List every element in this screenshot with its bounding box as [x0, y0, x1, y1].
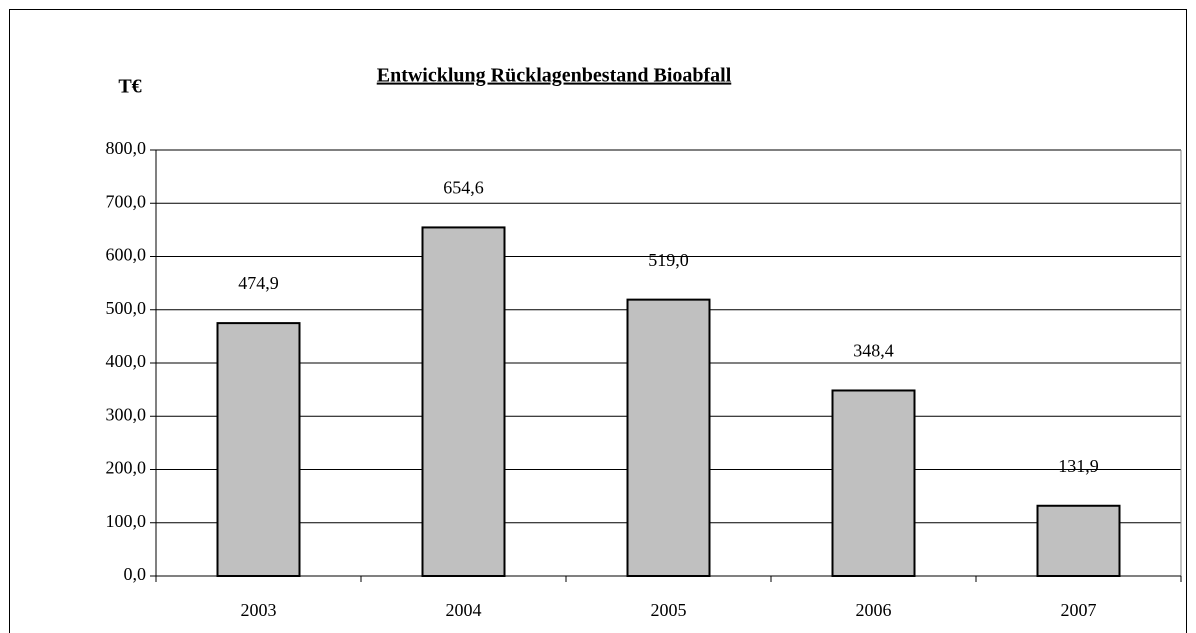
x-tick-label: 2005	[651, 600, 687, 620]
y-tick-label: 700,0	[106, 191, 147, 211]
y-tick-label: 300,0	[106, 404, 147, 424]
y-tick-label: 400,0	[106, 351, 147, 371]
x-tick-label: 2003	[241, 600, 277, 620]
y-tick-label: 200,0	[106, 458, 147, 478]
bar	[1036, 504, 1121, 577]
y-tick-label: 100,0	[106, 511, 147, 531]
data-label: 474,9	[238, 273, 279, 293]
bar	[421, 226, 506, 577]
data-label: 131,9	[1058, 456, 1099, 476]
chart-title: Entwicklung Rücklagenbestand Bioabfall	[377, 65, 732, 87]
chart-frame	[9, 9, 1187, 633]
bar	[626, 298, 711, 577]
x-tick-label: 2007	[1061, 600, 1097, 620]
bar	[216, 322, 301, 577]
data-label: 519,0	[648, 250, 689, 270]
data-label: 348,4	[853, 341, 894, 361]
y-tick-label: 500,0	[106, 298, 147, 318]
data-label: 654,6	[443, 178, 484, 198]
y-tick-label: 600,0	[106, 245, 147, 265]
y-tick-label: 0,0	[124, 564, 147, 584]
x-tick-label: 2006	[856, 600, 892, 620]
x-tick-label: 2004	[446, 600, 482, 620]
y-axis-label: T€	[118, 76, 141, 98]
y-tick-label: 800,0	[106, 138, 147, 158]
bar	[831, 389, 916, 577]
